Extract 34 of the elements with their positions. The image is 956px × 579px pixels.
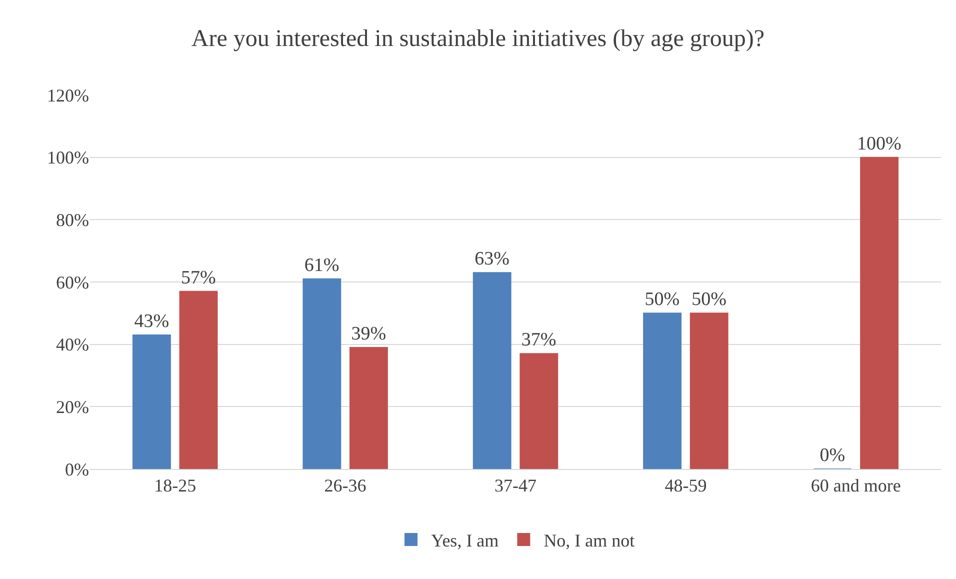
y-tick-label: 120%	[47, 85, 89, 106]
bar	[690, 312, 728, 469]
bar	[643, 312, 682, 469]
x-tick-label: 26-36	[324, 476, 366, 496]
y-tick-label: 100%	[47, 148, 89, 168]
y-tick-label: 60%	[56, 272, 89, 292]
x-tick-label: 48-59	[664, 476, 707, 496]
x-tick-label: 18-25	[154, 476, 196, 496]
y-tick-label: 80%	[56, 210, 89, 230]
data-label: 50%	[692, 289, 727, 310]
bar	[520, 353, 558, 469]
bar	[349, 346, 388, 469]
x-tick-label: 60 and more	[810, 476, 901, 496]
bar	[860, 156, 899, 469]
y-tick-label: 40%	[56, 334, 89, 355]
data-label: 57%	[181, 267, 216, 288]
data-label: 39%	[351, 323, 386, 344]
data-label: 43%	[134, 310, 170, 332]
data-label: 61%	[304, 254, 340, 276]
x-tick-label: 37-47	[494, 476, 536, 496]
bar	[179, 290, 218, 469]
legend-label: Yes, I am	[431, 530, 499, 551]
data-label: 37%	[521, 330, 556, 351]
y-tick-label: 20%	[56, 396, 89, 417]
bar	[302, 278, 342, 469]
data-label: 50%	[644, 289, 680, 310]
data-label: 100%	[857, 133, 902, 154]
bar	[472, 272, 512, 469]
bar	[132, 334, 171, 469]
chart-title: Are you interested in sustainable initiatives (by age group)?	[191, 26, 765, 52]
y-tick-label: 0%	[65, 459, 89, 480]
legend-label: No, I am not	[544, 530, 635, 551]
data-label: 63%	[474, 248, 510, 270]
data-label: 0%	[820, 445, 846, 466]
